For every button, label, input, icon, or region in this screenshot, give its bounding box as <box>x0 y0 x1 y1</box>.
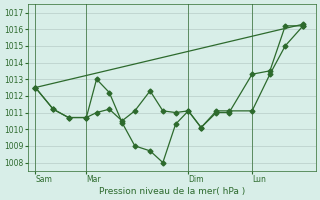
X-axis label: Pression niveau de la mer( hPa ): Pression niveau de la mer( hPa ) <box>99 187 245 196</box>
